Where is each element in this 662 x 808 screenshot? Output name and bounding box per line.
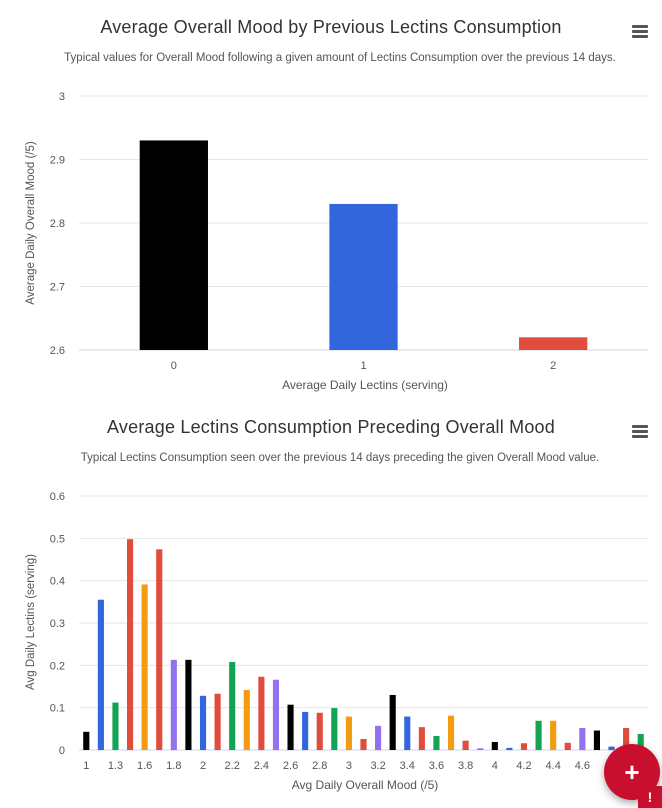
bar [418,727,425,750]
chart-subtitle: Typical Lectins Consumption seen over th… [80,452,600,464]
bar [258,676,265,750]
bar [97,599,104,750]
y-tick-label: 0.1 [50,703,65,715]
bar [199,695,207,750]
bar [112,702,119,750]
x-tick-label: 2.2 [225,760,240,772]
x-tick-label: 4.2 [516,760,531,772]
bar [302,711,309,750]
y-axis-label: Average Daily Overall Mood (/5) [25,141,37,305]
bar [462,740,469,750]
chart-subtitle: Typical values for Overall Mood followin… [64,52,616,64]
bar [360,738,367,750]
bar [329,203,398,350]
x-tick-label: 3.4 [400,760,415,772]
bar [637,733,644,750]
y-tick-label: 0.4 [50,576,65,588]
bar [316,712,323,750]
y-tick-label: 0.6 [50,491,65,503]
bar [214,693,221,750]
x-tick-label: 4 [492,760,498,772]
chart-plot-area: Avg Daily Lectins (serving) Avg Daily Ov… [25,491,648,792]
bar [139,140,208,350]
chart-menu-icon[interactable] [632,25,648,39]
x-tick-label: 2.4 [254,760,269,772]
x-tick-label: 1.3 [108,760,123,772]
chart-plot-area: Average Daily Overall Mood (/5) Average … [25,91,648,392]
x-tick-label: 3.6 [429,760,444,772]
x-tick-label: 4.6 [575,760,590,772]
bar [623,727,630,750]
bar [447,715,455,750]
y-tick-label: 2.6 [50,345,65,357]
chart-lectins-preceding-mood: Average Lectins Consumption Preceding Ov… [0,400,662,808]
x-tick-label: 3.2 [370,760,385,772]
y-tick-label: 0.2 [50,660,65,672]
bar [229,661,236,750]
bar [331,708,338,750]
chart-title: Average Lectins Consumption Preceding Ov… [107,417,555,437]
y-tick-label: 0.3 [50,618,65,630]
bar [83,731,90,750]
y-tick-label: 0 [59,745,65,757]
bar [491,741,498,750]
x-tick-label: 1.8 [166,760,181,772]
y-tick-label: 2.9 [50,155,65,167]
bar [127,539,134,750]
x-tick-label: 2 [550,360,556,372]
bar [579,727,586,750]
bar [272,679,280,750]
x-tick-label: 4.4 [546,760,561,772]
x-tick-label: 0 [171,360,177,372]
bar [608,746,615,750]
bar [345,716,352,750]
bar [520,743,528,750]
x-tick-label: 1 [360,360,366,372]
bar [519,337,588,350]
y-tick-label: 0.5 [50,533,65,545]
bar [141,584,148,750]
bar [156,549,163,750]
bar [243,689,250,750]
bar [185,659,192,750]
x-tick-label: 2.6 [283,760,298,772]
y-tick-label: 3 [59,91,65,103]
bar [477,748,484,750]
bar [404,716,411,750]
x-tick-label: 2 [200,760,206,772]
x-axis-label: Average Daily Lectins (serving) [282,378,448,392]
y-tick-label: 2.7 [50,282,65,294]
bar [564,742,571,750]
bar [550,720,557,750]
bar [170,659,177,750]
chart-menu-icon[interactable] [632,425,648,439]
x-axis-label: Avg Daily Overall Mood (/5) [292,778,439,792]
y-axis-label: Avg Daily Lectins (serving) [25,554,37,690]
bar [593,730,600,750]
x-tick-label: 3.8 [458,760,473,772]
bar [375,725,382,750]
bar [433,736,440,750]
chart-title: Average Overall Mood by Previous Lectins… [100,17,562,37]
bar [287,704,294,750]
bar [506,747,513,750]
x-tick-label: 1.6 [137,760,152,772]
bar [535,720,542,750]
y-tick-label: 2.8 [50,218,65,230]
alert-badge-icon[interactable]: ! [638,786,662,808]
x-tick-label: 2.8 [312,760,327,772]
x-tick-label: 1 [83,760,89,772]
chart-mood-by-lectins: Average Overall Mood by Previous Lectins… [0,0,662,400]
bar [389,694,396,750]
x-tick-label: 3 [346,760,352,772]
